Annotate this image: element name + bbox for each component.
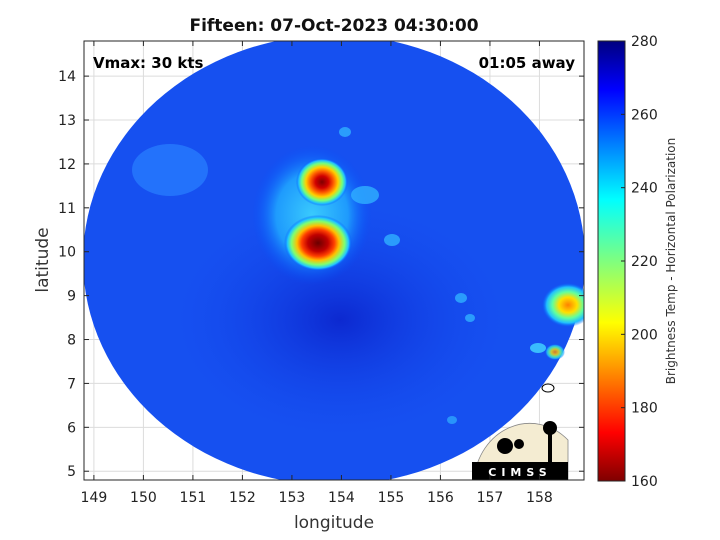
x-tick-label: 152 — [229, 490, 256, 506]
scatter-patch — [339, 127, 351, 137]
scatter-patch — [384, 234, 400, 246]
scatter-patch — [530, 343, 546, 353]
axes-frame — [83, 40, 585, 481]
logo-dish-small — [514, 439, 524, 449]
x-tick-label: 150 — [130, 490, 157, 506]
x-tick-label: 155 — [378, 490, 405, 506]
y-tick-label: 7 — [67, 376, 76, 392]
colorbar-tick-label: 220 — [631, 254, 658, 270]
x-tick-label: 157 — [477, 490, 504, 506]
colorbar-tick-label: 160 — [631, 474, 658, 490]
y-tick-label: 14 — [58, 69, 76, 85]
x-tick-label: 153 — [279, 490, 306, 506]
x-axis: 149 150 151 152 153 154 155 156 157 158 — [81, 41, 553, 506]
cimss-logo: CIMSS — [472, 421, 569, 481]
rainband-east — [542, 283, 584, 327]
microwave-swath — [84, 41, 584, 480]
y-tick-label: 6 — [67, 420, 76, 436]
colorbar-tick-label: 240 — [631, 181, 658, 197]
logo-tower-ball — [543, 421, 557, 435]
y-tick-label: 11 — [58, 201, 76, 217]
x-tick-label: 154 — [328, 490, 355, 506]
convective-core-north — [296, 158, 348, 206]
chart-title: Fifteen: 07-Oct-2023 04:30:00 — [189, 16, 478, 36]
y-axis: 5 6 7 8 9 10 11 12 13 14 — [58, 69, 584, 480]
colorbar-tick-label: 260 — [631, 107, 658, 123]
x-axis-label: longitude — [294, 513, 374, 533]
scatter-patch — [447, 416, 457, 424]
logo-text: CIMSS — [488, 466, 551, 479]
x-tick-label: 156 — [427, 490, 454, 506]
scatter-patch — [132, 144, 208, 196]
x-tick-label: 149 — [81, 490, 108, 506]
colorbar-gradient — [597, 40, 626, 482]
y-tick-label: 9 — [67, 289, 76, 305]
y-tick-label: 8 — [67, 333, 76, 349]
logo-tower — [548, 430, 552, 462]
x-tick-label: 158 — [526, 490, 553, 506]
x-tick-label: 151 — [180, 490, 207, 506]
y-axis-label: latitude — [33, 227, 53, 292]
y-tick-label: 13 — [58, 113, 76, 129]
logo-dish-large — [497, 438, 513, 454]
colorbar-ticks: 160 180 200 220 240 260 280 — [621, 34, 658, 490]
colorbar-tick-label: 280 — [631, 34, 658, 50]
colorbar-tick-label: 200 — [631, 327, 658, 343]
scatter-patch — [351, 186, 379, 204]
y-tick-label: 5 — [67, 464, 76, 480]
time-offset-label: 01:05 away — [479, 54, 576, 72]
y-tick-label: 10 — [58, 245, 76, 261]
colorbar-tick-label: 180 — [631, 401, 658, 417]
inner-darker-region — [170, 200, 510, 440]
island-outline — [541, 383, 555, 393]
colorbar-label: Brightness Temp - Horizontal Polarizatio… — [664, 138, 678, 385]
scatter-patch — [465, 314, 475, 322]
scatter-patch — [455, 293, 467, 303]
convective-core-south — [284, 215, 352, 271]
y-tick-label: 12 — [58, 157, 76, 173]
logo-text-band — [472, 462, 568, 480]
vmax-label: Vmax: 30 kts — [93, 54, 203, 72]
rainband-east-tail — [545, 344, 565, 360]
colorbar: 160 180 200 220 240 260 280 Brightness Temp - … — [597, 34, 678, 490]
